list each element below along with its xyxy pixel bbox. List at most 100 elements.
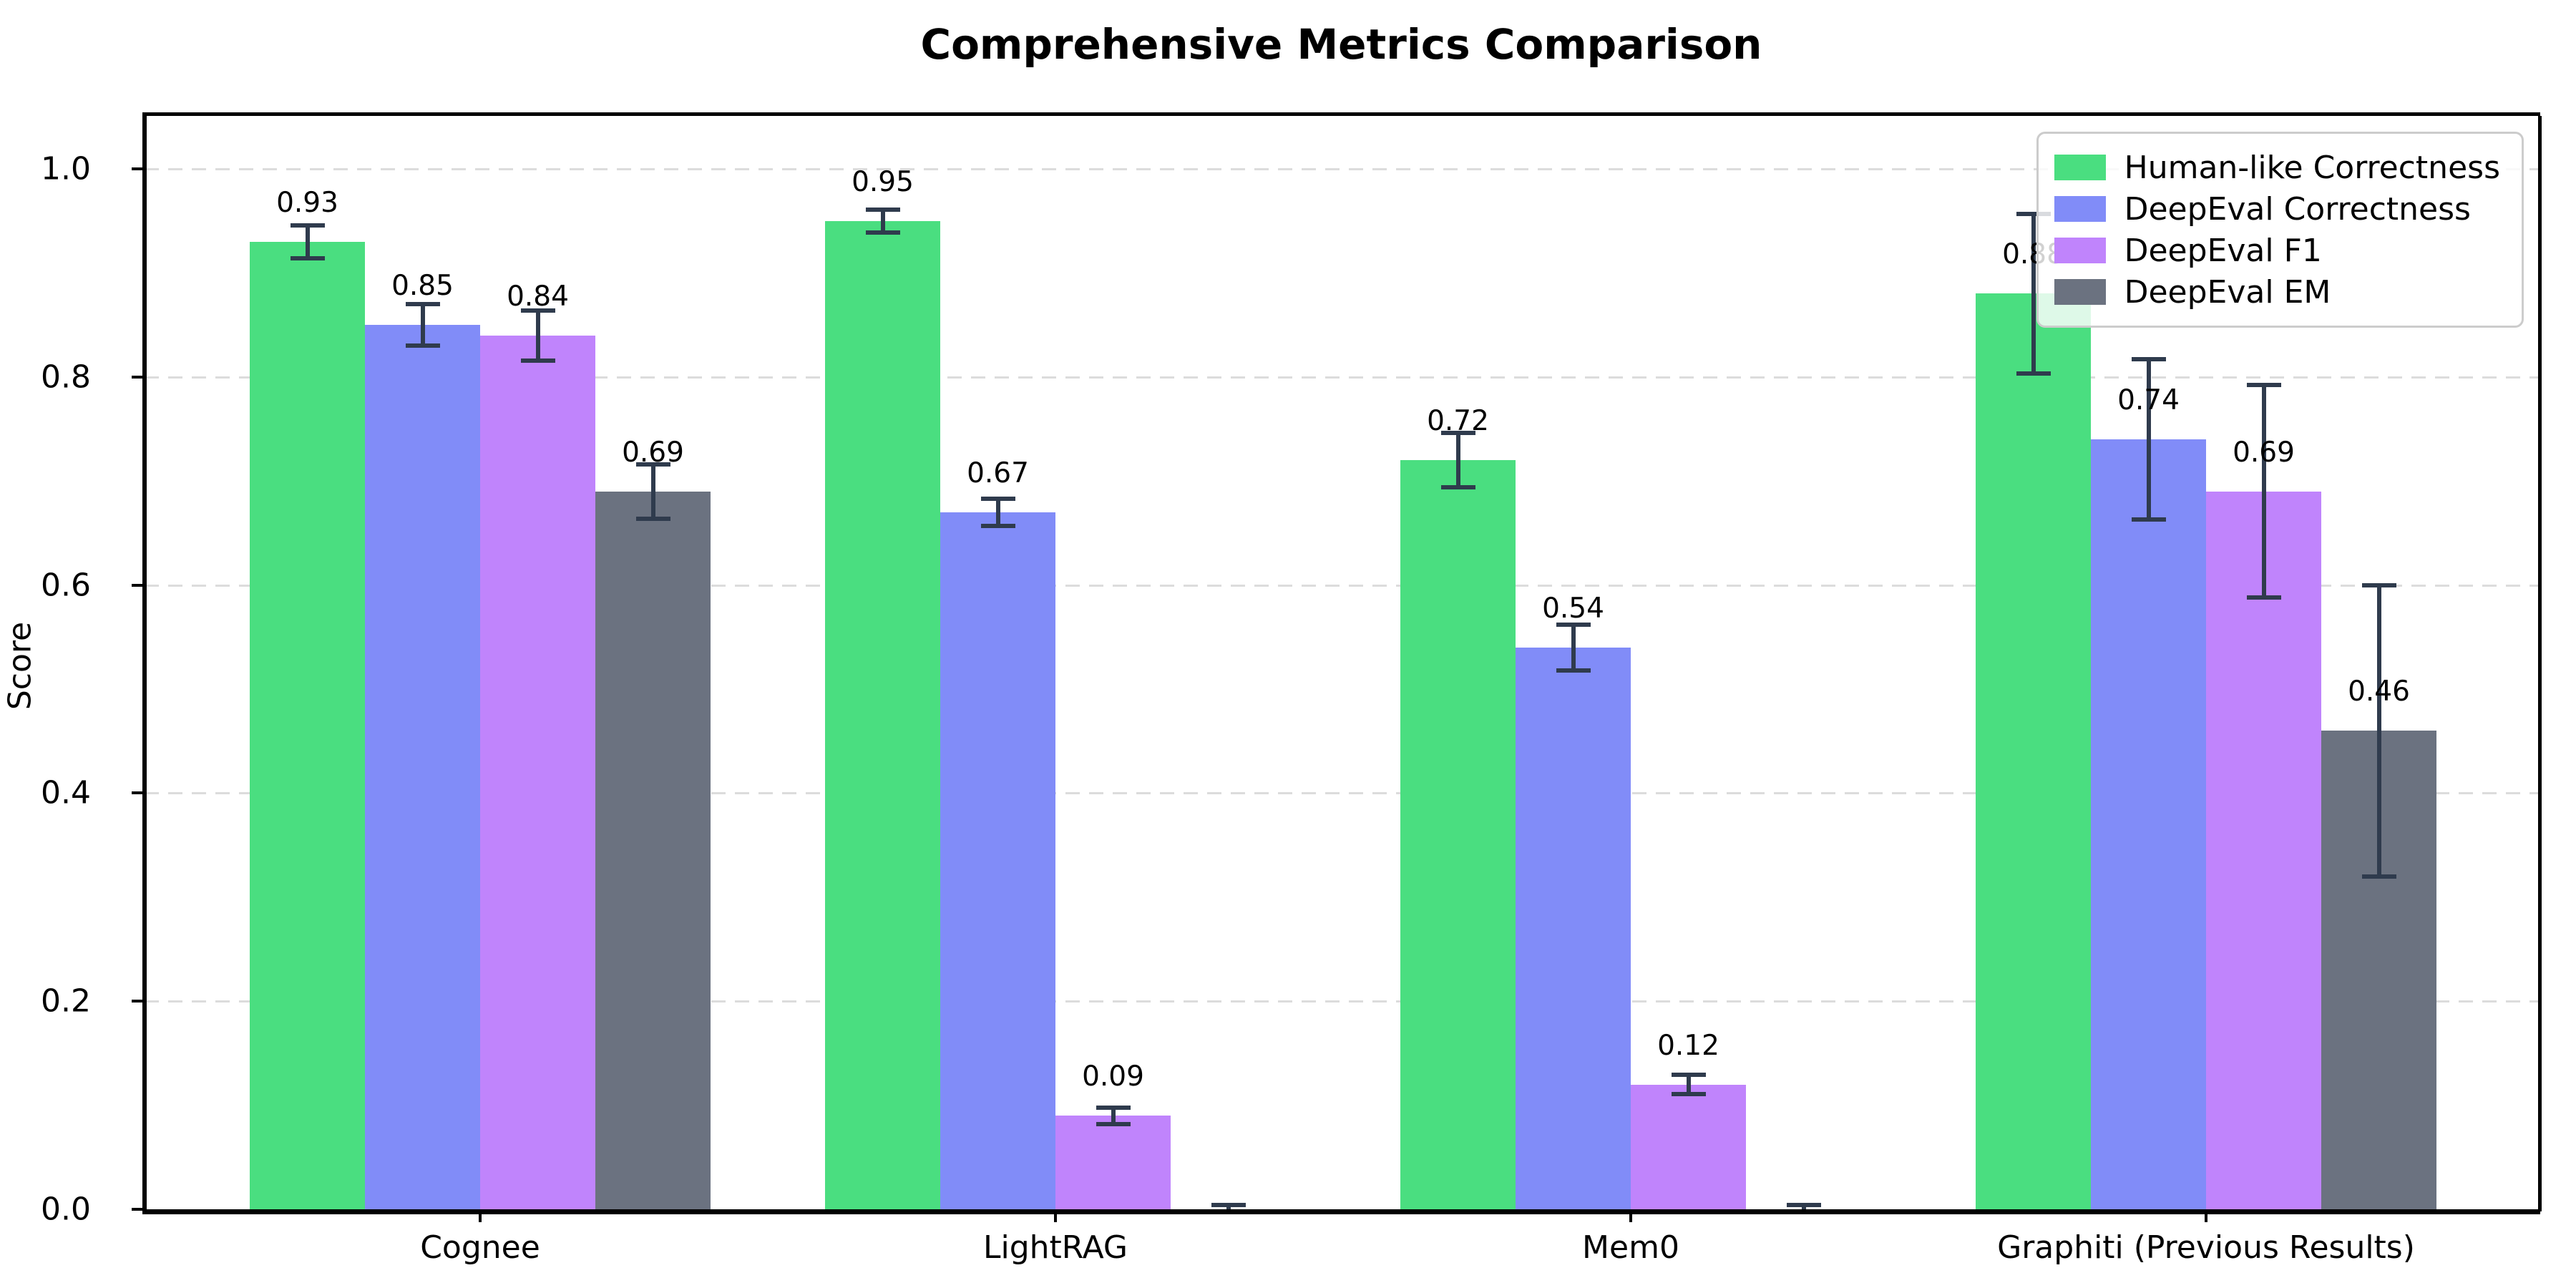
error-bar-cap: [1556, 622, 1591, 627]
bar-value-label: 0.09: [1082, 1060, 1144, 1093]
bar: [2091, 439, 2206, 1209]
error-bar-cap: [635, 462, 670, 467]
legend-item: Human-like Correctness: [2054, 147, 2500, 188]
bar: [825, 220, 940, 1209]
x-tick-mark: [1054, 1209, 1057, 1222]
bar-value-label: 0.54: [1542, 592, 1604, 625]
legend-item: DeepEval F1: [2054, 230, 2500, 271]
error-bar-cap: [980, 523, 1015, 528]
bar: [480, 335, 595, 1209]
error-bar-cap: [290, 256, 325, 261]
y-tick-mark: [132, 375, 145, 379]
legend-swatch-icon: [2054, 238, 2106, 263]
gridline: [145, 1000, 2538, 1003]
y-tick-label: 0.6: [41, 567, 91, 604]
error-bar-cap: [1556, 668, 1591, 673]
y-tick-label: 1.0: [41, 150, 91, 187]
error-bar: [995, 498, 1000, 526]
gridline: [145, 584, 2538, 587]
y-tick-label: 0.0: [41, 1191, 91, 1228]
error-bar: [2376, 585, 2381, 877]
gridline: [145, 376, 2538, 379]
bar: [250, 241, 365, 1209]
error-bar: [1686, 1075, 1691, 1094]
legend-swatch-icon: [2054, 279, 2106, 305]
error-bar-cap: [2131, 517, 2166, 522]
error-bar-cap: [1096, 1105, 1131, 1110]
gridline: [145, 792, 2538, 795]
x-category-label: Mem0: [1582, 1229, 1679, 1266]
error-bar-cap: [2016, 211, 2051, 216]
error-bar-cap: [520, 358, 555, 363]
top-axis-spine: [142, 112, 2540, 116]
bar: [595, 491, 711, 1209]
x-category-label: LightRAG: [982, 1229, 1128, 1266]
error-bar-cap: [2131, 357, 2166, 362]
x-tick-mark: [479, 1209, 482, 1222]
error-bar-cap: [2361, 582, 2396, 587]
error-bar: [420, 304, 425, 346]
bar: [1976, 293, 2091, 1209]
bar: [940, 512, 1055, 1209]
bar: [1400, 460, 1516, 1209]
error-bar-cap: [2361, 874, 2396, 879]
legend: Human-like Correctness DeepEval Correctne…: [2036, 132, 2524, 328]
bar: [2206, 491, 2321, 1209]
error-bar-cap: [1096, 1121, 1131, 1126]
error-bar: [1455, 433, 1460, 487]
y-tick-mark: [132, 791, 145, 795]
bar-value-label: 0.67: [967, 457, 1029, 489]
y-tick-label: 0.8: [41, 358, 91, 396]
y-tick-label: 0.4: [41, 774, 91, 811]
error-bar: [2261, 385, 2266, 598]
y-tick-mark: [132, 583, 145, 587]
y-tick-mark: [132, 167, 145, 170]
legend-label: DeepEval Correctness: [2124, 190, 2471, 228]
bar-value-label: 0.12: [1657, 1029, 1719, 1062]
error-bar: [1111, 1107, 1116, 1124]
error-bar: [2146, 359, 2151, 519]
bar-value-label: 0.72: [1427, 405, 1489, 438]
x-tick-mark: [1629, 1209, 1632, 1222]
error-bar-cap: [1671, 1091, 1706, 1096]
bar-value-label: 0.69: [2233, 436, 2295, 469]
error-bar-cap: [865, 207, 900, 212]
error-bar-cap: [2016, 371, 2051, 376]
error-bar-cap: [1440, 431, 1475, 436]
bar-value-label: 0.69: [622, 436, 684, 469]
legend-swatch-icon: [2054, 155, 2106, 180]
bar: [365, 325, 480, 1209]
error-bar-cap: [1671, 1073, 1706, 1078]
legend-swatch-icon: [2054, 196, 2106, 222]
legend-label: DeepEval EM: [2124, 273, 2331, 311]
gridline: [145, 168, 2538, 170]
error-bar: [305, 225, 310, 259]
error-bar: [880, 209, 885, 233]
error-bar-cap: [1786, 1203, 1821, 1208]
left-axis-spine: [142, 116, 147, 1211]
legend-item: DeepEval EM: [2054, 271, 2500, 313]
error-bar: [2031, 213, 2036, 374]
error-bar-cap: [1440, 484, 1475, 489]
bottom-axis-spine: [142, 1209, 2540, 1214]
error-bar-cap: [405, 302, 440, 307]
bar: [1516, 647, 1631, 1209]
chart-title: Comprehensive Metrics Comparison: [920, 20, 1762, 69]
bar-value-label: 0.84: [507, 280, 569, 313]
error-bar-cap: [865, 230, 900, 235]
error-bar-cap: [980, 496, 1015, 501]
error-bar-cap: [405, 343, 440, 348]
x-category-label: Graphiti (Previous Results): [1997, 1229, 2415, 1266]
right-axis-spine: [2538, 116, 2542, 1211]
bar-value-label: 0.93: [276, 186, 338, 219]
bar: [1631, 1084, 1746, 1209]
error-bar: [1571, 624, 1576, 670]
legend-label: DeepEval F1: [2124, 232, 2322, 269]
error-bar: [535, 310, 540, 361]
y-axis-label: Score: [1, 621, 39, 711]
x-category-label: Cognee: [420, 1229, 540, 1266]
bar-value-label: 0.85: [391, 270, 454, 303]
bar-value-label: 0.95: [852, 165, 914, 198]
y-tick-mark: [132, 1000, 145, 1003]
